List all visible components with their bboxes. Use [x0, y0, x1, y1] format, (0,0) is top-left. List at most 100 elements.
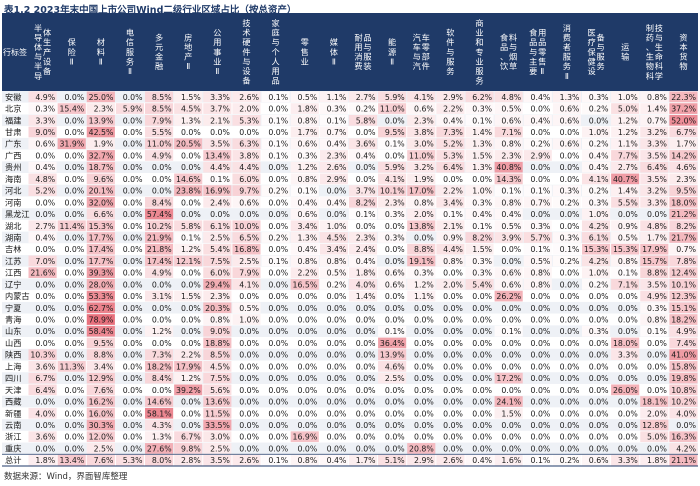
cell-value: 0.0% [356, 316, 376, 325]
cell-value: 0.0% [356, 444, 376, 453]
column-header-char: 信 [126, 37, 134, 47]
heat-cell [348, 232, 378, 243]
column-header-char: 药 [646, 32, 654, 42]
cell-value: 3.8% [239, 151, 259, 160]
cell-value: 52.0% [671, 116, 696, 125]
cell-value: 1.2% [297, 163, 317, 172]
cell-value: 4.9% [35, 93, 55, 102]
cell-value: 0.4% [443, 116, 463, 125]
cell-value: 0.0% [560, 339, 580, 348]
cell-value: 0.8% [210, 316, 230, 325]
cell-value: 0.1% [385, 327, 405, 336]
cell-value: 4.0% [356, 280, 376, 289]
heat-cell [232, 114, 261, 126]
cell-value: 62.7% [89, 304, 114, 313]
cell-value: 0.4% [327, 456, 347, 465]
column-header-char: 用 [272, 66, 280, 76]
cell-value: 0.8% [531, 280, 551, 289]
heat-cell [203, 114, 232, 126]
heat-cell [28, 114, 57, 126]
heat-cell [203, 361, 232, 372]
column-header-char: 售 [301, 47, 309, 57]
heat-cell [28, 103, 57, 114]
cell-value: 27.6% [147, 444, 172, 453]
heat-cell [640, 196, 669, 208]
cell-value: 0.9% [443, 233, 463, 242]
cell-value: 0.6% [414, 105, 434, 114]
cell-value: 21.7% [671, 233, 696, 242]
cell-value: 0.0% [64, 175, 84, 184]
column-header-char: 汽 [413, 61, 421, 71]
cell-value: 0.4% [589, 151, 609, 160]
cell-value: 0.1% [531, 245, 551, 254]
cell-value: 0.2% [589, 105, 609, 114]
heat-cell [669, 103, 698, 114]
heat-cell [640, 91, 669, 103]
cell-value: 5.0% [618, 105, 638, 114]
heat-cell [290, 208, 319, 220]
cell-value: 0.3% [560, 233, 580, 242]
heat-cell [232, 150, 261, 161]
heat-cell [319, 114, 348, 126]
cell-value: 0.1% [181, 233, 201, 242]
column-header-char: 备 [596, 32, 604, 42]
column-header-char: 食 [500, 32, 508, 42]
cell-value: 0.0% [618, 316, 638, 325]
cell-value: 24.1% [496, 398, 521, 407]
column-header-char: 要 [529, 66, 537, 76]
cell-value: 14.3% [496, 175, 521, 184]
cell-value: 0.0% [356, 339, 376, 348]
cell-value: 0.1% [268, 116, 288, 125]
heat-cell [145, 103, 174, 114]
column-header-char: 多 [155, 32, 163, 42]
heat-cell [203, 290, 232, 302]
heat-cell [145, 396, 174, 407]
heat-cell [174, 103, 203, 114]
cell-value: 0.3% [472, 198, 492, 207]
cell-value: 0.0% [35, 444, 55, 453]
cell-value: 0.0% [64, 233, 84, 242]
heat-cell [57, 103, 86, 114]
cell-value: 9.5% [94, 339, 114, 348]
cell-value: 4.8% [35, 175, 55, 184]
cell-value: 0.4% [356, 151, 376, 160]
cell-value: 0.0% [647, 444, 667, 453]
cell-value: 26.2% [496, 292, 521, 301]
heat-cell [203, 419, 232, 431]
cell-value: 0.2% [268, 187, 288, 196]
heat-cell [436, 255, 465, 267]
cell-value: 0.0% [560, 374, 580, 383]
heat-cell [611, 114, 640, 126]
cell-value: 0.4% [531, 116, 551, 125]
heat-cell [348, 138, 378, 150]
cell-value: 0.3% [589, 198, 609, 207]
cell-value: 32.0% [89, 198, 114, 207]
heat-cell [378, 103, 407, 114]
heat-cell [640, 290, 669, 302]
cell-value: 2.7% [618, 163, 638, 172]
cell-value: 0.0% [181, 327, 201, 336]
cell-value: 6.4% [443, 163, 463, 172]
cell-value: 0.0% [239, 398, 259, 407]
cell-value: 2.6% [327, 163, 347, 172]
heat-cell [436, 138, 465, 150]
column-header-char: 务 [596, 61, 604, 71]
heat-cell [319, 138, 348, 150]
row-label: 河北 [5, 186, 21, 196]
cell-value: 0.0% [64, 187, 84, 196]
cell-value: 0.3% [35, 105, 55, 114]
heat-cell [174, 232, 203, 243]
heat-cell [290, 126, 319, 138]
cell-value: 0.0% [123, 362, 143, 371]
cell-value: 0.0% [589, 116, 609, 125]
column-header-char: 本 [679, 42, 687, 52]
cell-value: 0.9% [618, 222, 638, 231]
column-header-char: 业 [475, 28, 483, 38]
cell-value: 0.0% [297, 409, 317, 418]
cell-value: 3.5% [210, 456, 230, 465]
